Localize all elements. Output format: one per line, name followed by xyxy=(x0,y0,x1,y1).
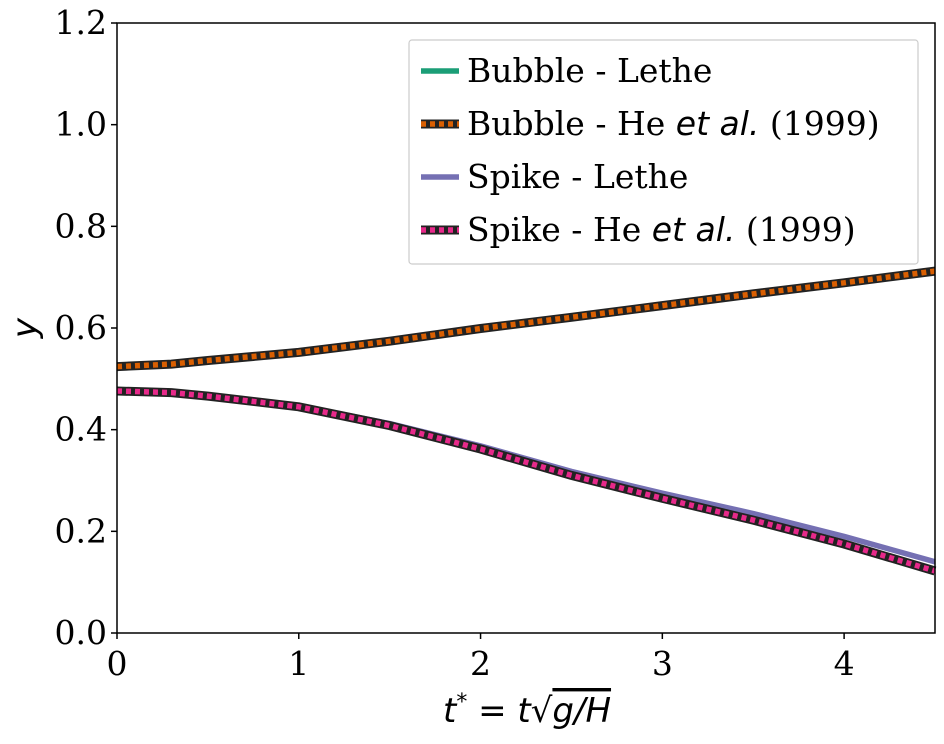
legend-label-0: Bubble - Lethe xyxy=(467,51,712,90)
series-3-outline xyxy=(116,386,937,576)
y-tick-label-5: 1.0 xyxy=(55,105,107,144)
legend-label-1: Bubble - He et al. (1999) xyxy=(467,104,880,143)
x-axis-label-radicand: g/H xyxy=(552,691,611,731)
y-tick-label-4: 0.8 xyxy=(55,206,107,245)
y-tick-label-2: 0.4 xyxy=(55,410,107,449)
y-tick-label-6: 1.2 xyxy=(55,3,107,42)
x-axis-ticks: 0 1 2 3 4 xyxy=(107,633,855,683)
legend-box xyxy=(408,39,919,265)
legend: Bubble - Lethe Bubble - He et al. (1999) S… xyxy=(408,39,919,265)
x-axis-label-sqrt: √ xyxy=(531,691,553,731)
x-tick-label-2: 2 xyxy=(470,644,491,683)
legend-label-2: Spike - Lethe xyxy=(467,157,688,196)
series-layer xyxy=(116,266,937,576)
x-tick-label-4: 4 xyxy=(834,644,855,683)
legend-items: Bubble - Lethe Bubble - He et al. (1999) S… xyxy=(421,51,880,249)
y-axis-label: y xyxy=(5,317,45,339)
x-axis-label-star: * xyxy=(456,690,467,715)
x-axis-label: t* = t√g/H xyxy=(443,690,611,731)
x-tick-label-1: 1 xyxy=(288,644,309,683)
x-tick-label-3: 3 xyxy=(652,644,673,683)
y-tick-label-0: 0.0 xyxy=(55,613,107,652)
legend-label-3: Spike - He et al. (1999) xyxy=(467,210,856,249)
y-tick-label-3: 0.6 xyxy=(55,308,107,347)
series-1-outline xyxy=(116,266,936,372)
x-tick-label-0: 0 xyxy=(107,644,128,683)
series-3-line xyxy=(116,388,936,574)
x-axis-label-eq: = t xyxy=(467,691,532,731)
y-tick-label-1: 0.2 xyxy=(55,511,107,550)
x-axis-label-t: t xyxy=(443,691,458,731)
y-axis-ticks: 0.0 0.2 0.4 0.6 0.8 1.0 1.2 xyxy=(55,3,117,652)
